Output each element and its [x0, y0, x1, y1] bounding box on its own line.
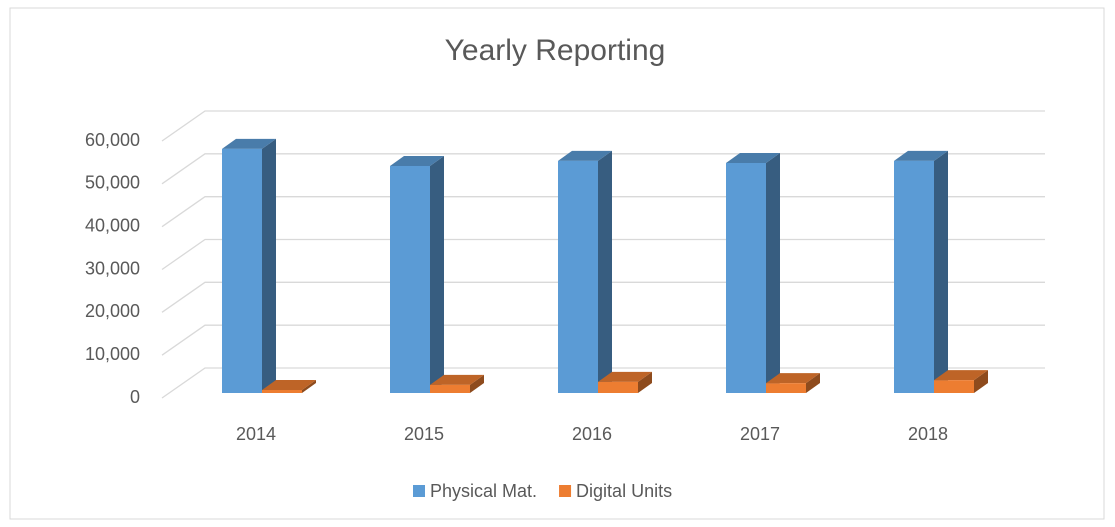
bar-side	[638, 371, 652, 393]
bar-top	[934, 370, 988, 381]
bar	[726, 162, 766, 393]
legend-swatch	[559, 485, 572, 497]
bar	[766, 383, 806, 393]
bar-side	[766, 152, 780, 393]
bar-top	[894, 150, 948, 161]
x-tick-label: 2016	[572, 424, 612, 444]
y-tick-label: 40,000	[85, 215, 140, 235]
y-tick-label: 60,000	[85, 130, 140, 150]
y-tick-label: 50,000	[85, 173, 140, 193]
bar-top	[262, 380, 316, 391]
y-tick-label: 0	[130, 387, 140, 407]
bar	[430, 384, 470, 393]
bar-side	[598, 150, 612, 393]
y-tick-label: 10,000	[85, 344, 140, 364]
bar	[598, 381, 638, 393]
bar-side	[470, 374, 484, 393]
bar-side	[430, 155, 444, 393]
bar-side	[934, 150, 948, 393]
bar	[934, 380, 974, 393]
bar-top	[558, 150, 612, 161]
legend-swatch	[413, 485, 425, 497]
y-tick-label: 30,000	[85, 258, 140, 278]
bar-side	[974, 370, 988, 393]
bar-top	[598, 371, 652, 382]
bar-top	[766, 373, 820, 384]
bar	[262, 390, 302, 393]
bar	[222, 148, 262, 393]
legend-label: Digital Units	[576, 481, 672, 501]
y-tick-label: 20,000	[85, 301, 140, 321]
bar-side	[262, 138, 276, 393]
bar	[558, 160, 598, 393]
bar-top	[222, 138, 276, 149]
grid-line	[161, 110, 1045, 142]
x-tick-label: 2015	[404, 424, 444, 444]
bar	[390, 165, 430, 393]
bar-side	[806, 373, 820, 393]
bar	[894, 160, 934, 393]
chart-title: Yearly Reporting	[445, 34, 666, 67]
x-tick-label: 2018	[908, 424, 948, 444]
x-tick-label: 2014	[236, 424, 276, 444]
x-tick-label: 2017	[740, 424, 780, 444]
bar-top	[430, 374, 484, 385]
legend-label: Physical Mat.	[430, 481, 537, 501]
bar-top	[726, 152, 780, 163]
bar-top	[390, 155, 444, 166]
bar-side	[302, 380, 316, 393]
